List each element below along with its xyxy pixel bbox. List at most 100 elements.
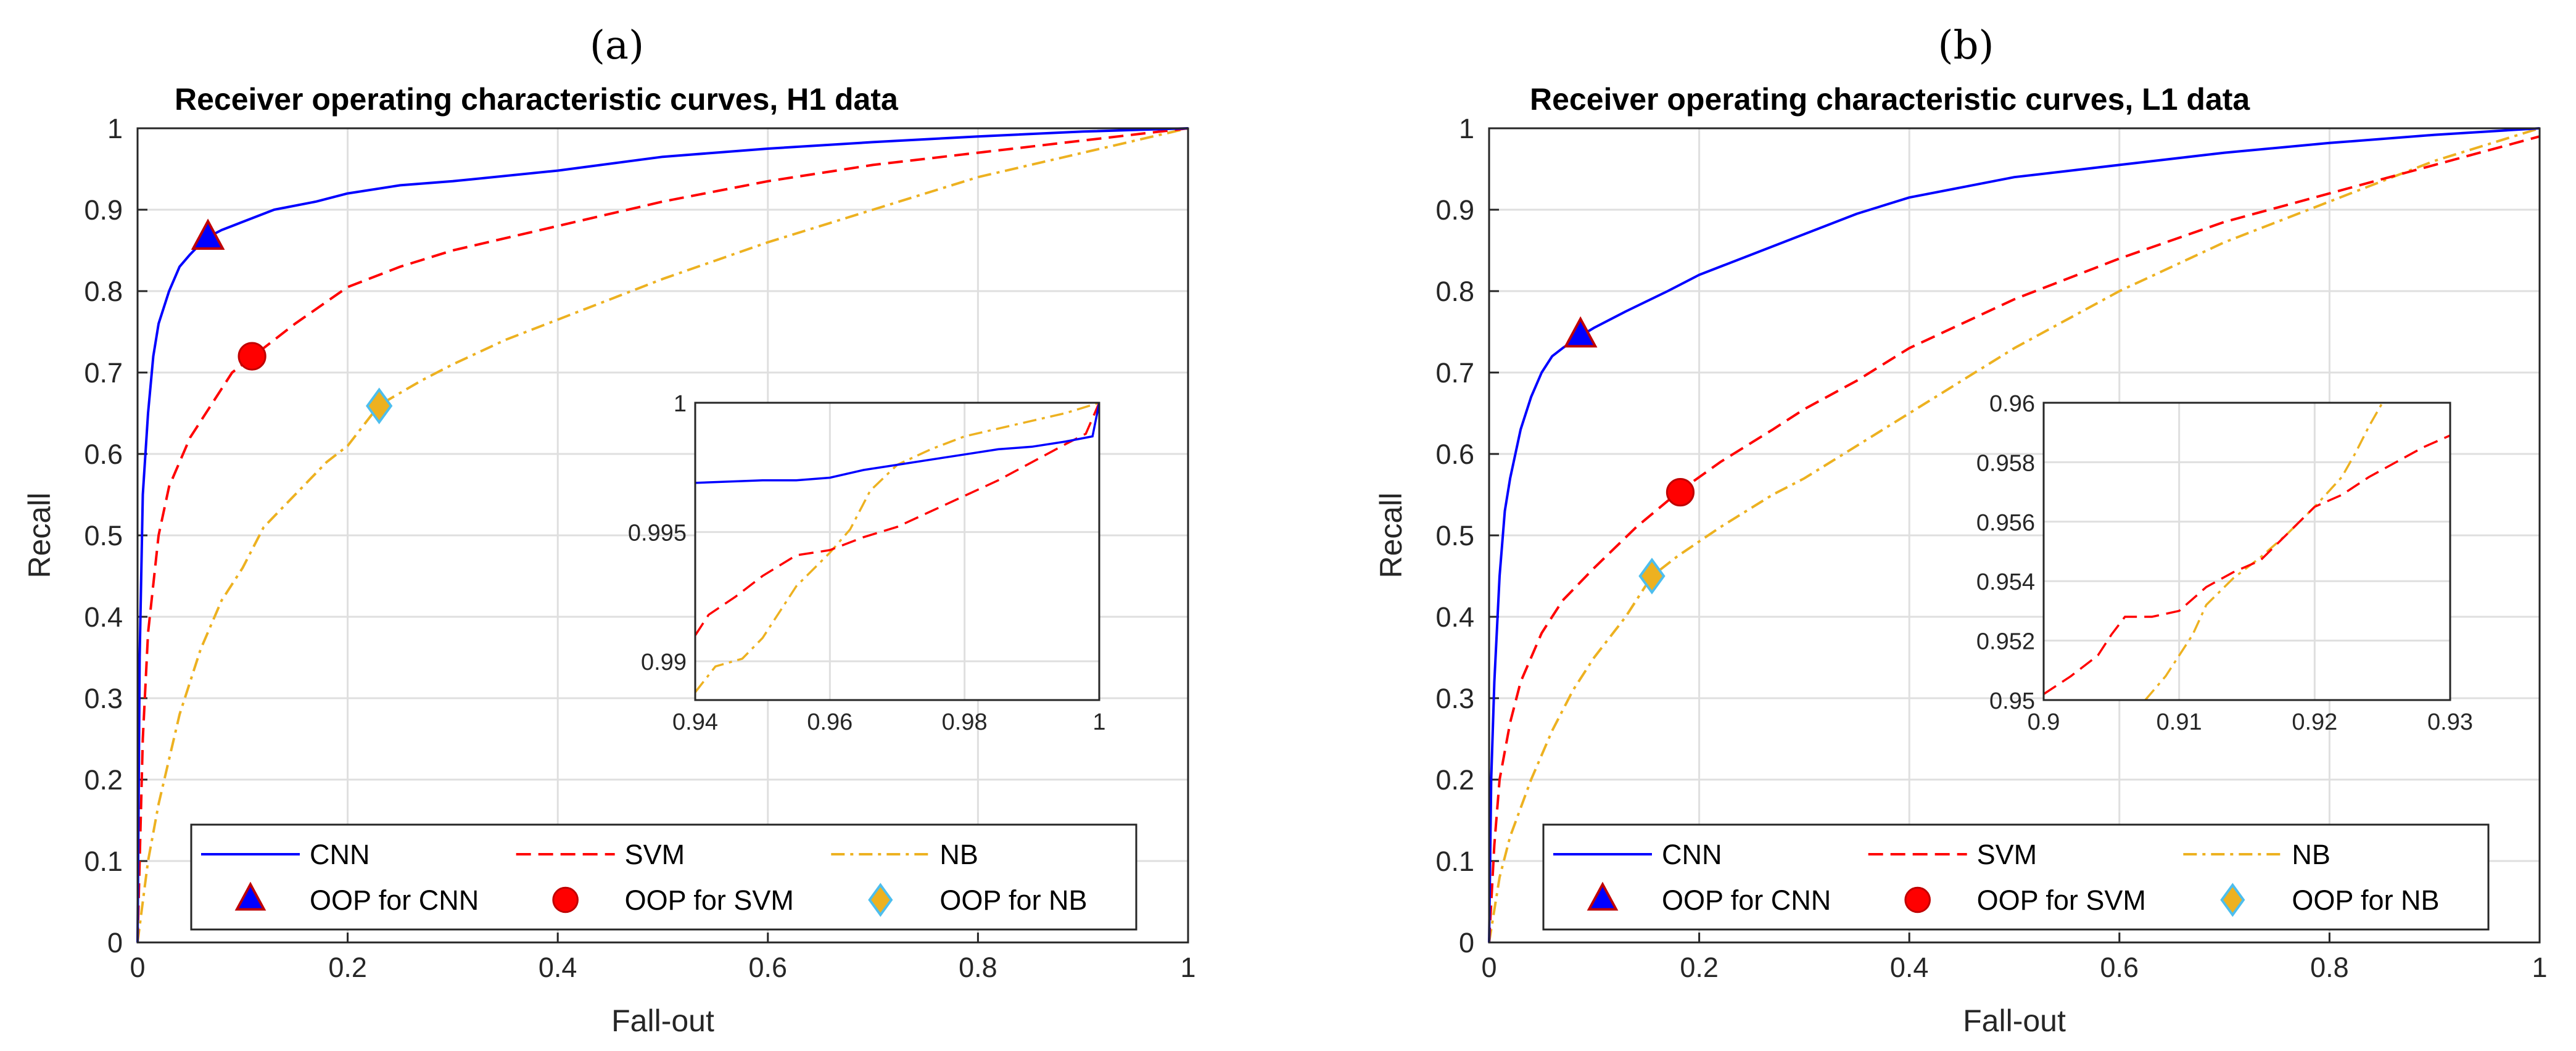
inset-series-svm-line	[2044, 434, 2450, 695]
legend-label: OOP for CNN	[310, 884, 479, 916]
series-nb-line	[1488, 127, 2540, 943]
y-axis-label: Recall	[1374, 493, 1408, 579]
inset-x-tick-label: 1	[1092, 709, 1105, 735]
marker-oop-for-nb	[366, 387, 393, 424]
series-cnn-line	[1488, 127, 2540, 943]
x-tick-label: 0	[1481, 952, 1496, 983]
series-svm-line	[136, 127, 1189, 943]
legend-marker-triangle	[234, 881, 266, 911]
x-tick-label: 0.6	[2100, 952, 2139, 983]
y-tick-label: 0.3	[84, 683, 123, 714]
inset-x-tick-label: 0.93	[2427, 709, 2473, 735]
inset-x-tick-label: 0.9	[2028, 709, 2060, 735]
inset-series-nb-line	[2144, 403, 2384, 700]
inset-background	[2044, 403, 2450, 700]
y-tick-label: 0.4	[1435, 601, 1474, 633]
series-svm-line	[1488, 135, 2540, 943]
x-tick-label: 0.8	[2310, 952, 2349, 983]
roc-panel-b: (b) Receiver operating characteristic cur…	[1374, 23, 2548, 1038]
inset-y-tick-label: 0.995	[628, 521, 687, 546]
marker-oop-for-nb	[1638, 558, 1666, 595]
plot-frame	[136, 127, 1189, 944]
x-tick-label: 0.4	[539, 952, 577, 983]
y-tick-label: 0.5	[84, 520, 123, 551]
y-tick-label: 0.6	[1435, 439, 1474, 470]
legend-label: OOP for SVM	[625, 884, 794, 916]
y-tick-label: 0.7	[1435, 357, 1474, 389]
inset-y-tick-label: 0.952	[1976, 629, 2035, 655]
legend-label: OOP for SVM	[1977, 884, 2146, 916]
inset-y-tick-label: 0.95	[1989, 688, 2035, 714]
x-tick-label: 0.2	[1680, 952, 1719, 983]
inset-series-group	[695, 403, 1099, 693]
inset-y-tick-label: 0.99	[641, 649, 687, 675]
inset-x-tick-label: 0.94	[672, 709, 718, 735]
series-nb-line	[136, 127, 1189, 943]
legend-label: OOP for CNN	[1662, 884, 1831, 916]
inset-series-nb-line	[695, 403, 1099, 693]
inset-background	[695, 403, 1099, 700]
chart-title: Receiver operating characteristic curves…	[1530, 82, 2250, 117]
inset-frame	[694, 402, 1100, 701]
inset-plot: 0.9 0.91 0.92 0.93 0.95 0.952 0.954 0.956 0.958 0…	[1976, 391, 2473, 735]
inset-series-cnn-line	[695, 403, 1099, 484]
y-tick-label: 0	[107, 927, 123, 958]
legend-marker-diamond	[2220, 883, 2245, 917]
inset-series-svm-line	[695, 403, 1099, 637]
legend-label: CNN	[310, 839, 370, 870]
x-tick-label: 1	[2532, 952, 2547, 983]
inset-x-tick-label: 0.91	[2157, 709, 2202, 735]
legend-label: CNN	[1662, 839, 1722, 870]
plot-frame	[1488, 127, 2541, 944]
y-tick-label: 0.8	[1435, 276, 1474, 307]
series-cnn-line	[136, 127, 1189, 943]
x-tick-label: 0.4	[1890, 952, 1929, 983]
y-tick-label: 0.1	[84, 846, 123, 877]
chart-title: Receiver operating characteristic curves…	[175, 82, 899, 117]
y-tick-label: 0.7	[84, 357, 123, 389]
legend-box	[1542, 823, 2490, 931]
y-tick-label: 1	[107, 113, 123, 144]
y-tick-label: 0.1	[1435, 846, 1474, 877]
inset-y-tick-label: 0.954	[1976, 569, 2035, 595]
y-tick-label: 0.5	[1435, 520, 1474, 551]
panel-label: (b)	[1938, 23, 1994, 68]
legend-marker-triangle	[1587, 881, 1619, 911]
legend-marker-diamond	[868, 883, 893, 917]
x-tick-label: 1	[1180, 952, 1195, 983]
x-tick-label: 0.6	[749, 952, 788, 983]
inset-frame	[2042, 402, 2451, 701]
y-tick-label: 0.8	[84, 276, 123, 307]
marker-oop-for-cnn	[1563, 316, 1598, 348]
inset-x-tick-label: 0.98	[942, 709, 988, 735]
marker-oop-for-cnn	[191, 218, 225, 250]
legend-marker-circle	[1904, 886, 1931, 913]
panel-label: (a)	[590, 23, 644, 68]
roc-panel-a: (a) Receiver operating characteristic cur…	[22, 23, 1196, 1038]
y-tick-label: 0.6	[84, 439, 123, 470]
y-axis-label: Recall	[22, 493, 57, 579]
y-tick-label: 0.3	[1435, 683, 1474, 714]
legend-marker-circle	[552, 886, 579, 913]
legend-box	[190, 823, 1137, 931]
y-tick-label: 0.9	[1435, 194, 1474, 226]
y-tick-label: 1	[1459, 113, 1474, 144]
y-tick-label: 0.9	[84, 194, 123, 226]
legend-label: NB	[939, 839, 978, 870]
inset-x-tick-label: 0.92	[2292, 709, 2337, 735]
x-tick-label: 0.8	[959, 952, 997, 983]
inset-series-group	[2044, 403, 2450, 700]
legend-label: SVM	[1977, 839, 2037, 870]
inset-y-tick-label: 0.958	[1976, 450, 2035, 476]
legend-label: NB	[2292, 839, 2330, 870]
marker-oop-for-svm	[1666, 477, 1695, 507]
legend-label: SVM	[625, 839, 685, 870]
legend-label: OOP for NB	[2292, 884, 2439, 916]
x-axis-label: Fall-out	[1963, 1004, 2066, 1038]
x-tick-label: 0.2	[328, 952, 367, 983]
y-tick-label: 0.2	[84, 764, 123, 796]
x-tick-label: 0	[130, 952, 145, 983]
inset-x-tick-label: 0.96	[807, 709, 852, 735]
legend: CNN SVM NB OOP for CNN OOP for SVM OOP for NB	[1542, 823, 2490, 931]
